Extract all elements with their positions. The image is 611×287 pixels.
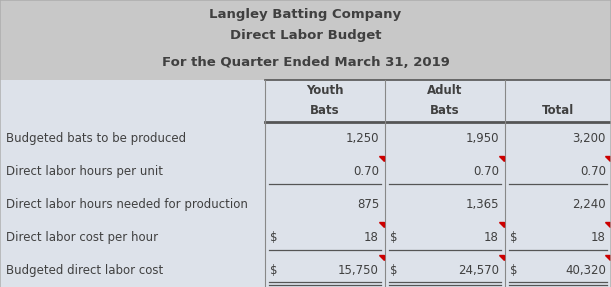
Text: 1,950: 1,950 <box>466 132 499 145</box>
Polygon shape <box>379 255 384 260</box>
Text: Direct Labor Budget: Direct Labor Budget <box>230 30 381 42</box>
Text: Total: Total <box>542 104 574 117</box>
Text: 0.70: 0.70 <box>473 165 499 178</box>
Polygon shape <box>379 222 384 227</box>
Text: $: $ <box>270 264 277 277</box>
Bar <box>0 122 611 287</box>
Text: 0.70: 0.70 <box>580 165 606 178</box>
Polygon shape <box>605 222 610 227</box>
Text: 40,320: 40,320 <box>565 264 606 277</box>
Text: For the Quarter Ended March 31, 2019: For the Quarter Ended March 31, 2019 <box>161 56 450 69</box>
Text: Bats: Bats <box>310 104 340 117</box>
Text: 18: 18 <box>484 231 499 244</box>
Text: 0.70: 0.70 <box>353 165 379 178</box>
Text: 1,250: 1,250 <box>345 132 379 145</box>
Text: Direct labor hours needed for production: Direct labor hours needed for production <box>6 198 248 211</box>
Text: $: $ <box>390 264 398 277</box>
Text: Budgeted bats to be produced: Budgeted bats to be produced <box>6 132 186 145</box>
Text: 24,570: 24,570 <box>458 264 499 277</box>
Bar <box>0 80 611 122</box>
Text: 18: 18 <box>591 231 606 244</box>
Text: Direct labor cost per hour: Direct labor cost per hour <box>6 231 158 244</box>
Text: 18: 18 <box>364 231 379 244</box>
Text: $: $ <box>510 231 518 244</box>
Polygon shape <box>499 222 504 227</box>
Text: 15,750: 15,750 <box>338 264 379 277</box>
Polygon shape <box>499 255 504 260</box>
Text: 2,240: 2,240 <box>573 198 606 211</box>
Text: Bats: Bats <box>430 104 460 117</box>
Text: Youth: Youth <box>306 84 344 97</box>
Text: 3,200: 3,200 <box>573 132 606 145</box>
Bar <box>0 0 611 80</box>
Text: $: $ <box>390 231 398 244</box>
Text: Adult: Adult <box>427 84 463 97</box>
Text: Budgeted direct labor cost: Budgeted direct labor cost <box>6 264 163 277</box>
Text: 875: 875 <box>357 198 379 211</box>
Text: Direct labor hours per unit: Direct labor hours per unit <box>6 165 163 178</box>
Polygon shape <box>499 156 504 161</box>
Polygon shape <box>605 255 610 260</box>
Polygon shape <box>605 156 610 161</box>
Text: 1,365: 1,365 <box>466 198 499 211</box>
Text: Langley Batting Company: Langley Batting Company <box>210 8 401 21</box>
Text: $: $ <box>510 264 518 277</box>
Polygon shape <box>379 156 384 161</box>
Text: $: $ <box>270 231 277 244</box>
